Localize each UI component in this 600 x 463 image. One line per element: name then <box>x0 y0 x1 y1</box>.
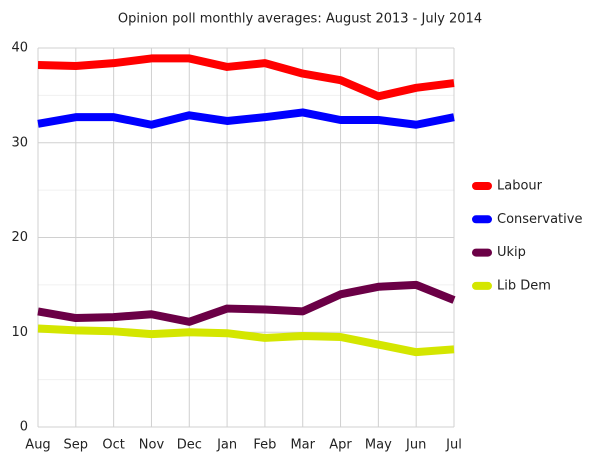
series-line <box>37 54 455 101</box>
x-tick-label: Dec <box>177 438 202 453</box>
x-tick-label: Apr <box>329 438 352 453</box>
x-tick-label: Feb <box>253 438 276 453</box>
x-tick-label: Jul <box>445 438 462 453</box>
x-tick-label: Aug <box>25 438 50 453</box>
y-tick-label: 20 <box>11 230 28 245</box>
series-line <box>37 324 455 357</box>
y-tick-label: 10 <box>11 325 28 340</box>
x-tick-label: Nov <box>139 438 165 453</box>
x-tick-label: May <box>365 438 392 453</box>
legend-label: Labour <box>497 179 543 194</box>
series-line <box>37 280 456 326</box>
x-tick-label: Oct <box>102 438 124 453</box>
series-line <box>37 108 455 129</box>
legend-label: Ukip <box>497 245 526 260</box>
x-tick-label: Mar <box>290 438 315 453</box>
legend-label: Lib Dem <box>497 278 551 293</box>
chart-title: Opinion poll monthly averages: August 20… <box>118 12 482 27</box>
y-tick-label: 0 <box>20 420 28 435</box>
y-tick-label: 30 <box>11 135 28 150</box>
legend-label: Conservative <box>497 212 582 227</box>
x-tick-label: Jan <box>216 438 237 453</box>
x-tick-label: Jun <box>405 438 426 453</box>
y-tick-label: 40 <box>11 41 28 56</box>
x-tick-label: Sep <box>64 438 89 453</box>
